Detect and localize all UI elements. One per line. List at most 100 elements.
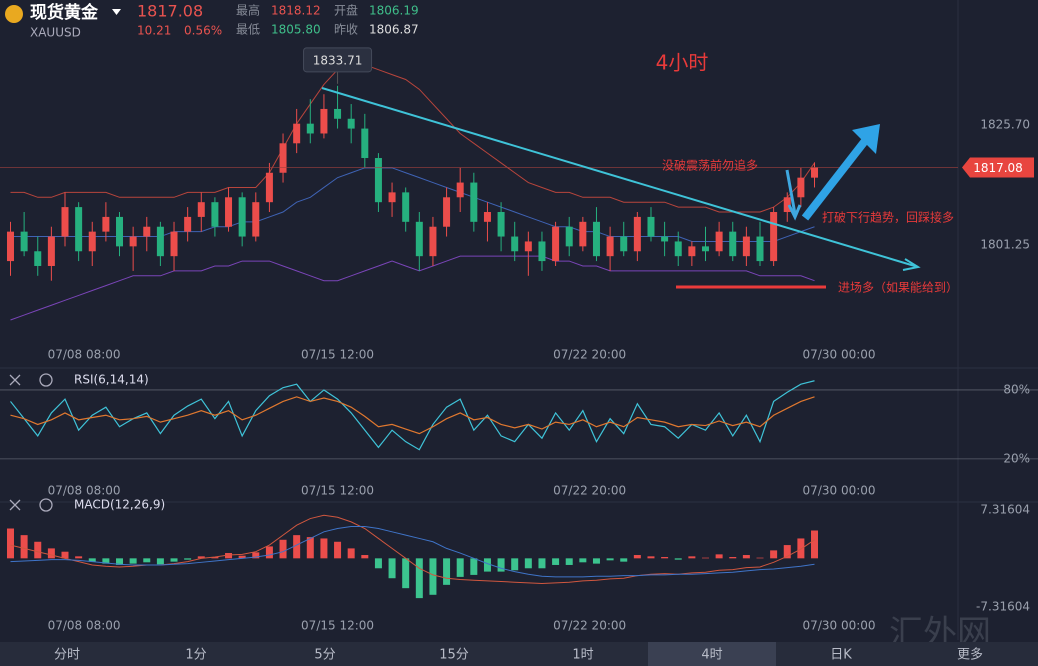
annotation: 打破下行趋势，回踩接多: [822, 210, 954, 225]
close-icon[interactable]: [9, 374, 21, 386]
plot: 1817.08 1833.71 4小时没破震荡前勿追多打破下行趋势，回踩接多进场多（…: [0, 47, 1038, 633]
instrument-name: 现货黄金: [30, 2, 99, 23]
indicator-line: [10, 380, 815, 451]
candle-body: [620, 236, 628, 252]
x-tick-label: 07/30 00:00: [803, 348, 876, 362]
macd-bar: [415, 558, 423, 599]
macd-bar: [429, 558, 437, 595]
tab[interactable]: 1时: [572, 648, 593, 663]
candle-body: [674, 241, 682, 257]
macd-bar: [34, 541, 42, 559]
candle-body: [293, 123, 301, 144]
price-tag-label: 1817.08: [973, 161, 1023, 175]
macd-bar: [61, 551, 69, 559]
stat-label: 昨收: [334, 23, 358, 37]
macd-bar: [47, 548, 55, 559]
candle-body: [129, 236, 137, 247]
candle-body: [225, 197, 233, 227]
macd-bar: [647, 556, 655, 559]
macd-bar: [211, 557, 219, 559]
candle-body: [456, 182, 464, 198]
macd-bar: [156, 558, 164, 565]
candle-body: [211, 202, 219, 227]
tab[interactable]: 1分: [185, 648, 206, 663]
candle-body: [279, 143, 287, 173]
macd-bar: [225, 553, 233, 559]
x-tick-label: 07/15 12:00: [301, 619, 374, 633]
macd-bar: [715, 554, 723, 559]
x-tick-label: 07/08 08:00: [48, 484, 121, 498]
macd-bar: [524, 558, 532, 569]
candle-body: [483, 212, 491, 222]
macd-bar: [811, 530, 819, 559]
gold-icon: [5, 5, 23, 23]
macd-bar: [129, 558, 137, 564]
close-icon[interactable]: [9, 499, 21, 511]
header: 现货黄金 XAUUSD 1817.08 10.21 0.56% 最高 1818.…: [5, 2, 419, 40]
candle-body: [606, 236, 614, 257]
macd-bar: [797, 538, 805, 559]
macd-bar: [306, 537, 314, 559]
stat-value: 1806.19: [369, 4, 419, 18]
price-tag: [962, 157, 1034, 178]
indicator-title: RSI(6,14,14): [74, 373, 149, 387]
x-tick-label: 07/08 08:00: [48, 619, 121, 633]
candle-body: [715, 231, 723, 252]
candle-body: [102, 216, 110, 232]
macd-line: [10, 526, 815, 578]
macd-bar: [20, 535, 28, 559]
candle-body: [797, 177, 805, 198]
annotation: 没破震荡前勿追多: [662, 158, 758, 173]
stat-label: 最高: [236, 3, 260, 18]
dropdown[interactable]: [112, 9, 121, 15]
macd-bar: [347, 548, 355, 559]
active-tab: [648, 642, 776, 666]
macd-bar: [565, 558, 573, 565]
macd-bar: [279, 539, 287, 559]
macd-bar: [729, 557, 737, 559]
candle-body: [756, 236, 764, 262]
stat-value: 1818.12: [271, 4, 321, 18]
macd-bar: [443, 558, 451, 585]
settings-icon[interactable]: [39, 498, 53, 512]
x-tick-label: 07/08 08:00: [48, 348, 121, 362]
candle-body: [143, 226, 151, 237]
last-price: 1817.08: [137, 2, 203, 21]
candle-body: [61, 207, 69, 237]
tab[interactable]: 5分: [314, 648, 335, 663]
candle-body: [524, 241, 532, 252]
candle-body: [592, 221, 600, 257]
band-line: [10, 255, 815, 321]
candle-body: [184, 216, 192, 232]
tab[interactable]: 4时: [701, 648, 722, 663]
candle-body: [265, 172, 273, 203]
stat-value: 1805.80: [271, 23, 321, 37]
candle-body: [742, 236, 750, 257]
x-tick-label: 07/30 00:00: [803, 619, 876, 633]
macd-bar: [170, 558, 178, 562]
tab[interactable]: 日K: [830, 648, 852, 663]
arrow-head: [902, 258, 921, 271]
macd-bar: [661, 557, 669, 559]
candle-body: [197, 202, 205, 217]
y-tick-label: 1825.70: [980, 118, 1030, 132]
settings-icon[interactable]: [39, 373, 53, 387]
tab[interactable]: 更多: [957, 647, 983, 663]
tab[interactable]: 分时: [54, 648, 80, 663]
timeframe-note: 4小时: [656, 51, 709, 75]
macd-bar: [88, 558, 96, 562]
macd-bar: [688, 556, 696, 559]
arrow-head: [787, 204, 802, 221]
macd-bar: [361, 555, 369, 559]
macd-bar: [538, 558, 546, 569]
candle-body: [783, 197, 791, 213]
x-tick-label: 07/15 12:00: [301, 348, 374, 362]
x-tick-label: 07/22 20:00: [553, 484, 626, 498]
candle-body: [252, 202, 260, 237]
stat-label: 最低: [236, 23, 260, 37]
tab[interactable]: 15分: [439, 648, 469, 663]
symbol: XAUUSD: [30, 26, 81, 40]
macd-bar: [633, 555, 641, 559]
